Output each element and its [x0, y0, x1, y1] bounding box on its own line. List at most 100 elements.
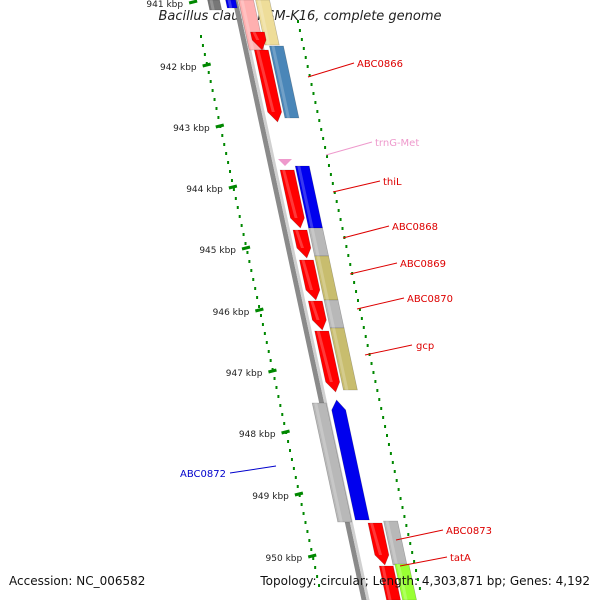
- tick-label: 945 kbp: [199, 246, 236, 256]
- ruler-dot: [322, 137, 325, 140]
- ruler-dot: [378, 398, 381, 401]
- ruler-dot: [345, 245, 348, 248]
- feature-label: thiL: [383, 177, 402, 188]
- ruler-dot: [242, 233, 245, 236]
- ruler-dot: [376, 389, 379, 392]
- ruler-dot: [320, 128, 323, 131]
- genome-stats-text: Topology: circular; Length: 4,303,871 bp…: [260, 574, 590, 588]
- tick-mark: [241, 245, 251, 251]
- trna-marker: [278, 159, 292, 166]
- ruler-dot: [310, 83, 313, 86]
- ruler-dot: [300, 38, 303, 41]
- gene-red-arrow-shine: [369, 523, 383, 555]
- feature-label: ABC0868: [392, 222, 438, 233]
- ruler-dot: [221, 134, 224, 137]
- ruler-dot: [297, 20, 299, 23]
- tick-mark: [188, 0, 198, 5]
- gene-red-arrow-shine: [295, 230, 305, 248]
- gene-segment: [207, 0, 223, 11]
- ruler-dot: [401, 506, 404, 509]
- ruler-dot: [341, 227, 344, 230]
- tick-label: 948 kbp: [239, 430, 276, 440]
- leader-line: [325, 141, 373, 156]
- ruler-dot: [279, 404, 282, 407]
- feature-label: ABC0866: [357, 59, 403, 70]
- backbone-light: [237, 0, 370, 600]
- ruler-dot: [314, 566, 317, 569]
- ruler-dot: [349, 263, 352, 266]
- ruler-dot: [300, 503, 303, 506]
- gene-red-arrow: [307, 300, 327, 331]
- gene-red-arrow: [253, 49, 282, 123]
- tick-mark: [228, 184, 238, 190]
- leader-line: [349, 262, 398, 275]
- ruler-dot: [238, 215, 241, 218]
- ruler-dot: [296, 485, 299, 488]
- gene-segment-shine: [257, 0, 271, 45]
- ruler-dot: [339, 218, 342, 221]
- leader-line: [364, 344, 413, 356]
- ruler-dot: [275, 386, 278, 389]
- ruler-dot: [306, 530, 309, 533]
- ruler-dot: [416, 578, 419, 581]
- gene-segment: [225, 0, 238, 9]
- ruler-dot: [382, 416, 385, 419]
- ruler-dot: [290, 458, 293, 461]
- ruler-dot: [355, 290, 358, 293]
- gene-segment-shine: [209, 0, 215, 10]
- ruler-dot: [331, 182, 334, 185]
- gene-red-block-shine: [381, 566, 392, 600]
- cog-lightgreen-block-shine: [396, 564, 408, 600]
- ruler-dot: [372, 371, 375, 374]
- ruler-dot: [314, 101, 317, 104]
- ruler-dot: [308, 539, 311, 542]
- ruler-dot: [329, 173, 332, 176]
- tick-mark: [268, 368, 277, 374]
- leader-line: [332, 180, 381, 193]
- ruler-dot: [298, 29, 301, 32]
- tick-mark: [202, 62, 212, 68]
- ruler-dot: [407, 533, 410, 536]
- ruler-dot: [333, 191, 336, 194]
- ruler-dot: [353, 281, 356, 284]
- gene-segment-shine: [227, 0, 233, 8]
- gene-red-arrow: [292, 229, 312, 259]
- ruler-dot: [227, 161, 230, 164]
- leader-line: [399, 556, 448, 567]
- gene-red-arrow: [367, 522, 390, 566]
- accession-text: Accession: NC_006582: [9, 574, 146, 588]
- feature-label: ABC0870: [407, 294, 453, 305]
- ruler-dot: [318, 119, 321, 122]
- ruler-dot: [229, 170, 232, 173]
- ruler-dot: [411, 551, 414, 554]
- gene-red-arrow-shine: [316, 331, 333, 382]
- ruler-dot: [246, 251, 249, 254]
- ruler-dot: [409, 542, 412, 545]
- ruler-dot: [209, 80, 212, 83]
- ruler-dot: [283, 422, 286, 425]
- ruler-dot: [405, 524, 408, 527]
- feature-label: gcp: [416, 341, 434, 352]
- ruler-dot: [277, 395, 280, 398]
- ruler-dot: [304, 521, 307, 524]
- ruler-dot: [294, 476, 297, 479]
- leader-line: [307, 62, 355, 78]
- gene-red-arrow-shine: [310, 301, 320, 320]
- leader-line: [229, 465, 277, 474]
- ruler-dot: [306, 65, 309, 68]
- ruler-dot: [335, 200, 338, 203]
- ruler-dot: [200, 35, 202, 38]
- cog-gray-block-shine: [310, 228, 320, 256]
- ruler-dot: [259, 314, 262, 317]
- ruler-dot: [326, 155, 329, 158]
- ruler-dot: [384, 425, 387, 428]
- cog-gray-block-shine: [326, 300, 336, 328]
- tick-mark: [281, 429, 290, 435]
- leader-line: [395, 529, 444, 541]
- ruler-dot: [364, 335, 367, 338]
- tick-label: 950 kbp: [266, 554, 303, 564]
- ruler-dot: [386, 434, 389, 437]
- ruler-dot: [324, 146, 327, 149]
- ruler-dot: [418, 587, 421, 590]
